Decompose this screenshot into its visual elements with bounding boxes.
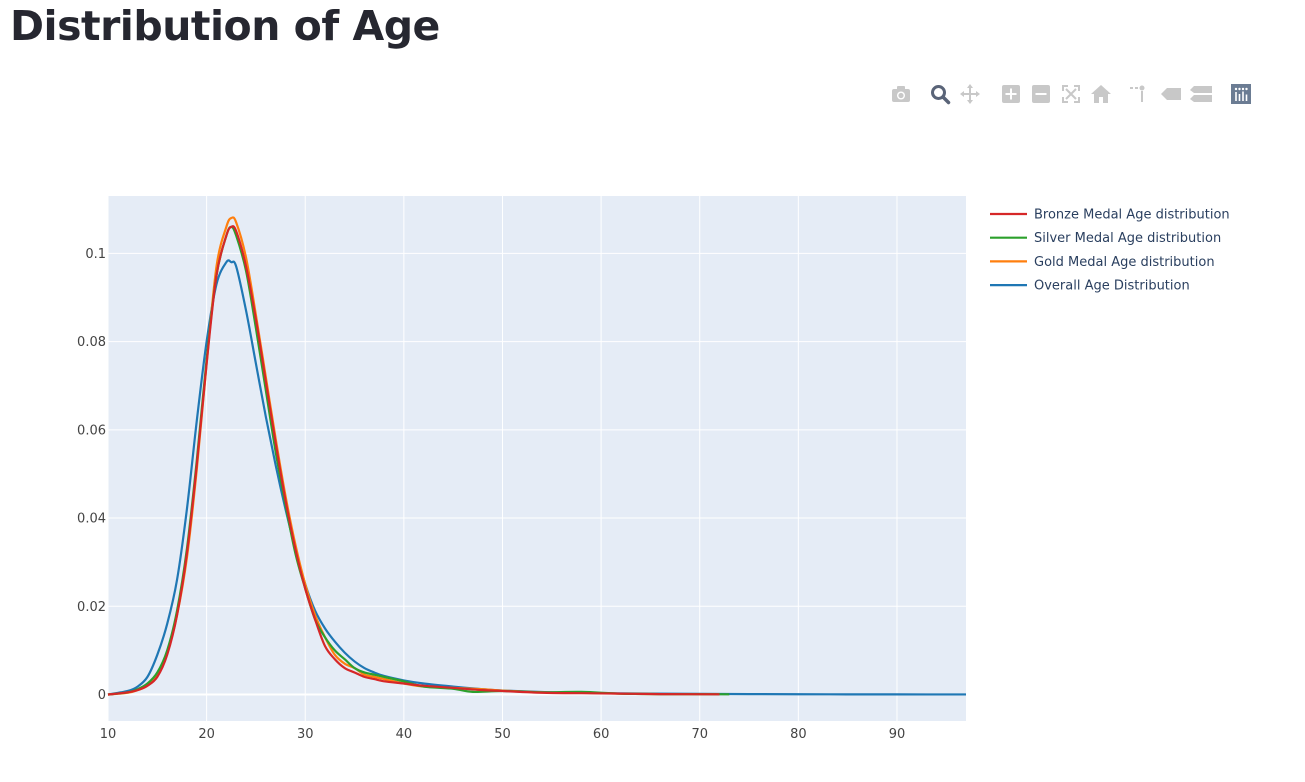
hover-closest-icon[interactable] — [1159, 82, 1183, 106]
modebar — [886, 82, 1256, 106]
legend-item[interactable]: Overall Age Distribution — [990, 279, 1190, 294]
x-tick-label: 10 — [100, 727, 117, 742]
legend-item[interactable]: Gold Medal Age distribution — [990, 255, 1215, 270]
zoom-icon[interactable] — [928, 82, 952, 106]
legend-label: Overall Age Distribution — [1034, 279, 1190, 294]
plotly-logo-icon[interactable] — [1229, 82, 1253, 106]
x-tick-label: 80 — [790, 727, 807, 742]
y-tick-label: 0.02 — [77, 600, 106, 615]
legend-label: Silver Medal Age distribution — [1034, 231, 1221, 246]
plot-area[interactable] — [108, 196, 966, 721]
y-tick-label: 0.04 — [77, 512, 106, 527]
x-tick-label: 60 — [593, 727, 610, 742]
y-tick-label: 0 — [98, 688, 106, 703]
x-tick-label: 30 — [297, 727, 314, 742]
legend-label: Gold Medal Age distribution — [1034, 255, 1215, 270]
legend-label: Bronze Medal Age distribution — [1034, 208, 1230, 223]
y-tick-label: 0.06 — [77, 423, 106, 438]
y-tick-label: 0.1 — [85, 247, 106, 262]
series-lines — [107, 216, 967, 696]
x-tick-label: 90 — [889, 727, 906, 742]
legend-item[interactable]: Bronze Medal Age distribution — [990, 208, 1230, 223]
zoom-in-icon[interactable] — [999, 82, 1023, 106]
legend-item[interactable]: Silver Medal Age distribution — [990, 231, 1221, 246]
hover-compare-icon[interactable] — [1189, 82, 1213, 106]
reset-axes-icon[interactable] — [1089, 82, 1113, 106]
grid-lines — [107, 196, 966, 721]
pan-icon[interactable] — [958, 82, 982, 106]
x-tick-label: 50 — [494, 727, 511, 742]
camera-icon[interactable] — [889, 82, 913, 106]
legend: Bronze Medal Age distribution Silver Meda… — [990, 208, 1230, 294]
x-tick-label: 40 — [396, 727, 413, 742]
x-axis-ticks: 10 20 30 40 50 60 70 80 90 — [100, 727, 906, 742]
y-axis-ticks: 0 0.02 0.04 0.06 0.08 0.1 — [77, 247, 106, 703]
spike-lines-icon[interactable] — [1127, 82, 1151, 106]
zoom-out-icon[interactable] — [1029, 82, 1053, 106]
x-tick-label: 20 — [198, 727, 215, 742]
page-title: Distribution of Age — [10, 2, 440, 50]
age-distribution-chart: 10 20 30 40 50 60 70 80 90 00.020.040.060.080.1 … — [77, 196, 1230, 742]
y-tick-label: 0.08 — [77, 335, 106, 350]
x-tick-label: 70 — [691, 727, 708, 742]
autoscale-icon[interactable] — [1059, 82, 1083, 106]
series-line-0[interactable] — [107, 225, 720, 696]
